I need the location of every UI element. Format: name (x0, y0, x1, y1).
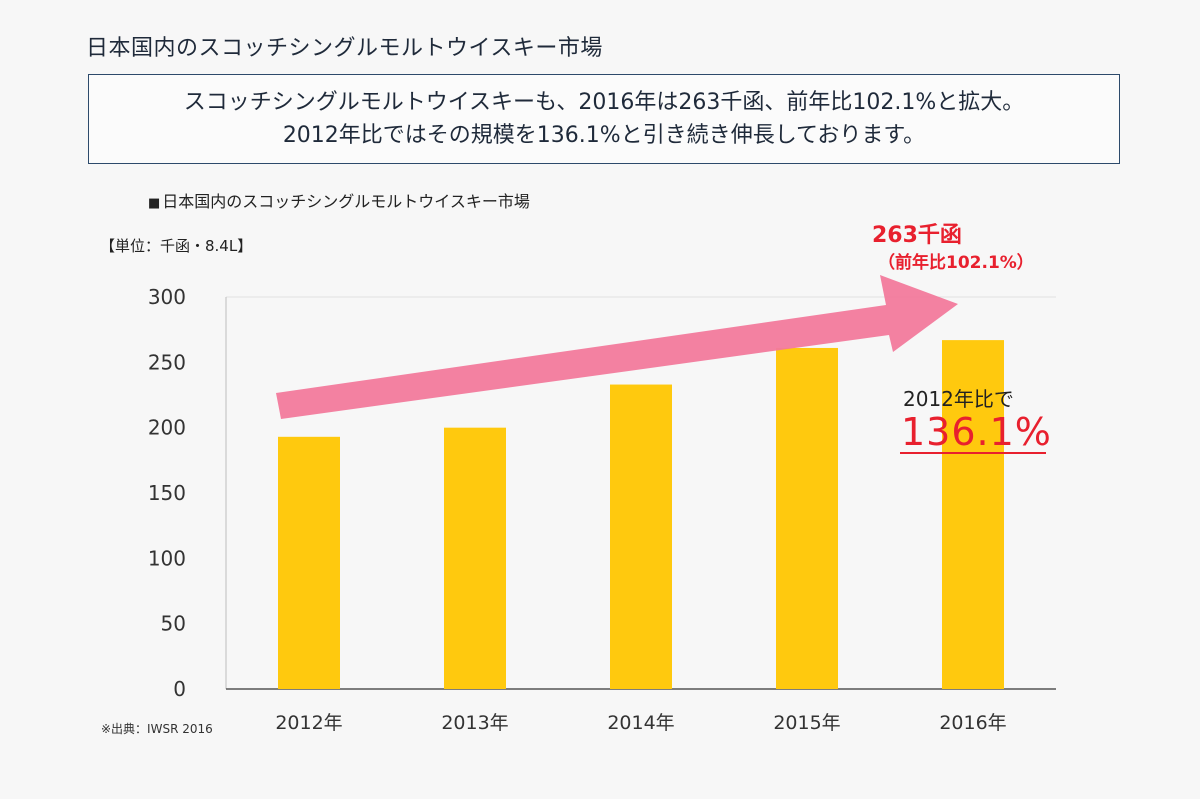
x-tick-label: 2012年 (275, 712, 342, 734)
x-tick-label: 2013年 (441, 712, 508, 734)
x-tick-label: 2016年 (939, 712, 1006, 734)
bar-4 (942, 340, 1004, 689)
compare-value: 136.1% (901, 410, 1052, 454)
source-note: ※出典：IWSR 2016 (101, 722, 213, 736)
summary-box: スコッチシングルモルトウイスキーも、2016年は263千函、前年比102.1%と… (88, 74, 1120, 164)
callout-yoy: （前年比102.1%） (878, 253, 1034, 273)
bar-1 (444, 427, 506, 689)
compare-underline (900, 452, 1046, 454)
x-tick-label: 2014年 (607, 712, 674, 734)
chart-subtitle-text: 日本国内のスコッチシングルモルトウイスキー市場 (162, 192, 530, 211)
summary-line-1: スコッチシングルモルトウイスキーも、2016年は263千函、前年比102.1%と… (183, 90, 1025, 115)
chart-subtitle: ■ 日本国内のスコッチシングルモルトウイスキー市場 (148, 188, 530, 212)
y-tick-label: 150 (148, 481, 186, 505)
y-tick-label: 250 (148, 350, 186, 374)
y-tick-label: 100 (148, 546, 186, 570)
compare-label: 2012年比で (903, 387, 1014, 411)
bar-3 (776, 347, 838, 689)
trend-arrow-icon (276, 275, 958, 419)
x-tick-label: 2015年 (773, 712, 840, 734)
unit-label: 【単位：千函・8.4L】 (100, 237, 253, 255)
square-bullet-icon: ■ (148, 196, 161, 211)
y-tick-label: 200 (148, 416, 186, 440)
y-tick-label: 300 (148, 285, 186, 309)
callout-volume: 263千函 (872, 223, 962, 248)
bar-2 (610, 384, 672, 689)
y-tick-label: 50 (161, 612, 186, 636)
y-tick-label: 0 (173, 677, 186, 701)
bar-0 (278, 436, 340, 689)
summary-line-2: 2012年比ではその規模を136.1%と引き続き伸長しております。 (282, 123, 926, 148)
slide-title: 日本国内のスコッチシングルモルトウイスキー市場 (86, 36, 603, 61)
